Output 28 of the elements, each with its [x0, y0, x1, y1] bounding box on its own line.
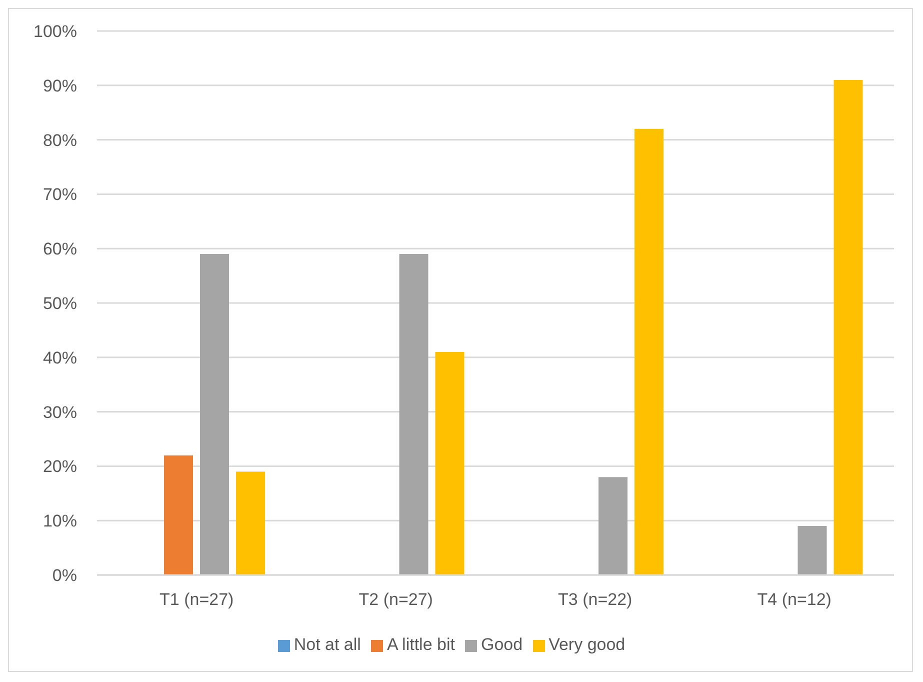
- legend-label: Very good: [548, 635, 626, 654]
- y-tick-label: 90%: [42, 76, 77, 96]
- y-tick-label: 30%: [42, 402, 77, 422]
- x-tick-label: T1 (n=27): [160, 590, 234, 610]
- y-tick-label: 40%: [42, 348, 77, 368]
- bar: [834, 80, 863, 575]
- bar: [798, 526, 827, 575]
- legend-label: Not at all: [294, 635, 361, 654]
- y-tick-label: 100%: [34, 22, 77, 42]
- bar: [435, 352, 464, 575]
- bar: [399, 254, 428, 575]
- bar: [598, 477, 628, 575]
- y-tick-label: 60%: [42, 240, 77, 259]
- y-tick-label: 80%: [42, 130, 77, 150]
- y-tick-label: 50%: [42, 294, 77, 314]
- bar: [634, 128, 664, 575]
- x-tick-label: T3 (n=22): [558, 590, 632, 610]
- y-tick-label: 0%: [52, 566, 77, 586]
- bar: [200, 254, 229, 575]
- x-tick-label: T4 (n=12): [757, 590, 832, 610]
- y-tick-label: 10%: [42, 512, 77, 531]
- bar: [236, 472, 265, 575]
- legend-label: A little bit: [386, 635, 455, 654]
- y-tick-label: 20%: [42, 457, 77, 476]
- legend-label: Good: [480, 635, 523, 654]
- x-tick-label: T2 (n=27): [358, 590, 433, 610]
- y-tick-label: 70%: [42, 185, 77, 204]
- bar: [164, 455, 193, 575]
